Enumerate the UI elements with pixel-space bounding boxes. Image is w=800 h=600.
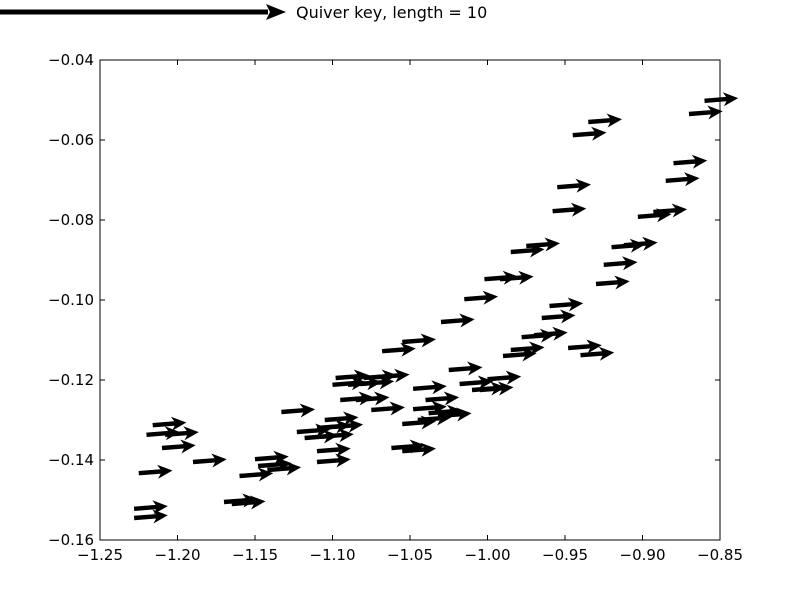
quiver-key-label: Quiver key, length = 10 bbox=[296, 3, 487, 22]
quiver-arrow bbox=[464, 290, 498, 305]
quiver-arrow bbox=[541, 309, 576, 324]
y-tick-label: −0.10 bbox=[48, 291, 94, 309]
quiver-arrow bbox=[623, 236, 658, 251]
quiver-arrow bbox=[440, 313, 475, 328]
quiver-arrow bbox=[533, 326, 568, 341]
quiver-arrow bbox=[316, 442, 351, 457]
quiver-arrow bbox=[138, 464, 173, 479]
quiver-arrow bbox=[673, 154, 708, 169]
quiver-arrow bbox=[412, 380, 447, 395]
quiver-arrow bbox=[133, 500, 168, 515]
x-tick-label: −1.25 bbox=[77, 546, 123, 564]
x-tick-label: −1.20 bbox=[155, 546, 201, 564]
x-tick-label: −0.95 bbox=[542, 546, 588, 564]
quiver-arrow bbox=[381, 342, 416, 357]
quiver-arrow bbox=[316, 453, 351, 468]
quiver-arrow bbox=[588, 113, 622, 128]
quiver-key: Quiver key, length = 10 bbox=[0, 3, 487, 22]
quiver-arrow bbox=[281, 403, 316, 418]
quiver-arrow bbox=[425, 391, 460, 406]
quiver-arrow bbox=[603, 256, 638, 271]
quiver-arrow bbox=[324, 411, 359, 426]
quiver-arrow bbox=[487, 370, 522, 385]
quiver-arrow bbox=[319, 428, 354, 443]
quiver-arrow bbox=[161, 439, 196, 454]
y-tick-label: −0.14 bbox=[48, 451, 94, 469]
y-tick-label: −0.16 bbox=[48, 531, 94, 549]
quiver-arrow bbox=[688, 105, 723, 120]
quiver-arrow bbox=[549, 297, 584, 312]
quiver-arrow bbox=[355, 391, 390, 406]
quiver-arrow bbox=[164, 426, 199, 441]
quiver-arrow bbox=[133, 509, 168, 524]
y-tick-label: −0.08 bbox=[48, 211, 94, 229]
quiver-arrow bbox=[653, 203, 688, 218]
plot-frame bbox=[99, 59, 721, 541]
quiver-arrows bbox=[133, 92, 739, 524]
quiver-arrow bbox=[239, 467, 274, 482]
quiver-arrow bbox=[375, 368, 410, 383]
y-axis: −0.16 −0.14 −0.12 −0.10 −0.08 −0.06 −0.04 bbox=[48, 51, 720, 549]
quiver-arrow bbox=[152, 416, 187, 431]
quiver-arrow bbox=[459, 375, 494, 390]
quiver-key-arrow-head bbox=[266, 4, 286, 20]
quiver-arrow bbox=[580, 346, 615, 361]
quiver-arrow bbox=[704, 92, 739, 107]
quiver-arrow bbox=[595, 275, 630, 290]
quiver-arrow bbox=[402, 333, 436, 348]
x-tick-label: −0.90 bbox=[620, 546, 666, 564]
quiver-arrow bbox=[371, 401, 405, 416]
x-tick-label: −0.85 bbox=[697, 546, 743, 564]
quiver-arrow bbox=[231, 495, 266, 510]
quiver-arrow bbox=[448, 361, 483, 376]
quiver-arrow bbox=[572, 126, 607, 141]
quiver-arrow bbox=[499, 270, 534, 285]
quiver-arrow bbox=[479, 381, 514, 396]
quiver-arrow bbox=[402, 442, 436, 457]
y-tick-label: −0.06 bbox=[48, 131, 94, 149]
x-tick-label: −1.05 bbox=[387, 546, 433, 564]
quiver-arrow bbox=[526, 237, 560, 252]
quiver-arrow bbox=[267, 461, 302, 476]
quiver-arrow bbox=[335, 369, 370, 384]
quiver-arrow bbox=[552, 202, 587, 217]
y-tick-label: −0.04 bbox=[48, 51, 94, 69]
quiver-arrow bbox=[437, 407, 472, 422]
quiver-arrow bbox=[146, 426, 181, 441]
x-tick-label: −1.10 bbox=[310, 546, 356, 564]
quiver-arrow bbox=[557, 178, 591, 193]
x-tick-label: −1.00 bbox=[465, 546, 511, 564]
quiver-arrow bbox=[567, 339, 602, 354]
quiver-arrow bbox=[510, 341, 545, 356]
quiver-arrow bbox=[329, 418, 364, 433]
quiver-arrow bbox=[502, 347, 537, 362]
quiver-arrow bbox=[192, 453, 227, 468]
x-tick-label: −1.15 bbox=[232, 546, 278, 564]
quiver-arrow bbox=[665, 172, 700, 187]
x-axis: −1.25 −1.20 −1.15 −1.10 −1.05 −1.00 −0.95 −0.90… bbox=[77, 60, 743, 564]
y-tick-label: −0.12 bbox=[48, 371, 94, 389]
